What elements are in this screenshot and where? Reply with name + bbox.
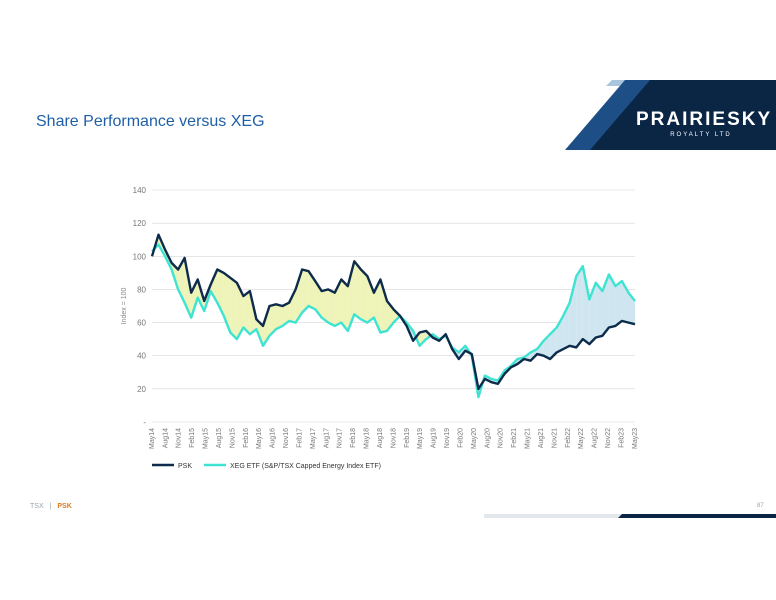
x-tick-label: May15 [203,428,210,449]
x-tick-label: Nov16 [283,428,290,448]
y-tick-label: 20 [137,385,146,394]
footer-exchange: TSX [30,503,44,510]
x-tick-label: Nov18 [390,428,397,448]
x-tick-label: May21 [525,428,532,449]
footer-gray-band [484,514,634,518]
x-tick-label: Nov14 [176,428,183,448]
footer-bar [484,514,776,518]
x-tick-label: May17 [310,428,317,449]
x-tick-label: Aug20 [484,428,491,448]
fill-psk-above [367,276,374,323]
banner-blue-stripe [565,80,650,150]
x-tick-label: May19 [417,428,424,449]
x-tick-label: Feb20 [457,428,464,448]
fill-psk-above [347,261,355,331]
x-tick-label: May16 [256,428,263,449]
y-tick-label: 40 [137,352,146,361]
fill-psk-above [210,269,218,303]
y-tick-label: 60 [137,319,146,328]
fill-xeg-above [615,281,622,326]
x-tick-label: Nov21 [551,428,558,448]
fill-psk-above [328,289,335,326]
fill-xeg-above [608,274,616,328]
fill-psk-above [191,279,198,318]
x-tick-label: Feb17 [296,428,303,448]
fill-xeg-above [576,266,583,348]
x-tick-label: Aug15 [216,428,223,448]
header-banner [565,80,776,150]
footer-separator: | [49,503,52,510]
fill-psk-above [230,277,237,340]
x-tick-label: May18 [364,428,371,449]
fill-psk-above [360,269,368,323]
x-tick-label: Aug18 [377,428,384,448]
fill-psk-above [289,289,296,323]
y-tick-label: 80 [137,285,146,294]
x-tick-label: Feb16 [243,428,250,448]
footer-navy-band [618,514,776,518]
x-tick-label: Aug14 [162,428,169,448]
y-tick-label: 120 [133,219,147,228]
fill-psk-above [380,279,387,333]
fill-psk-above [276,304,283,330]
x-tick-label: Feb23 [618,428,625,448]
x-tick-label: Aug16 [270,428,277,448]
x-tick-label: Aug21 [538,428,545,448]
fill-xeg-above [595,282,603,338]
fill-psk-above [302,269,309,313]
slide-title: Share Performance versus XEG [36,113,265,130]
page-number: 87 [757,503,764,509]
y-tick-label: 100 [133,252,147,261]
fill-psk-above [263,306,270,346]
x-tick-label: May23 [632,428,639,449]
x-tick-label: Aug19 [431,428,438,448]
share-performance-chart: - 20 40 60 80 100 120 140 Index = 100 May14 Aug14 N… [121,186,639,470]
company-logo: PRAIRIESKY ROYALTY LTD [636,109,773,139]
fill-psk-above [243,291,250,335]
legend-label-psk: PSK [178,463,192,470]
x-tick-label: Feb21 [511,428,518,448]
fill-xeg-above [582,266,590,345]
x-tick-label: Feb19 [404,428,411,448]
x-tick-label: Aug17 [323,428,330,448]
fill-psk-above [269,304,276,336]
x-tick-label: May14 [149,428,156,449]
x-tick-label: Nov19 [444,428,451,448]
series-line-psk [150,233,636,391]
y-axis-label: Index = 100 [121,288,128,325]
fill-psk-above [354,261,361,320]
x-tick-label: Feb18 [350,428,357,448]
fill-psk-above [341,279,348,331]
x-tick-label: May22 [578,428,585,449]
fill-xeg-above [550,327,557,359]
fill-xeg-above [569,276,577,348]
x-tick-label: Nov17 [337,428,344,448]
logo-subtitle: ROYALTY LTD [670,132,732,138]
logo-wordmark: PRAIRIESKY [636,109,773,130]
footer-ticker: TSX | PSK [30,503,72,510]
x-tick-label: Feb22 [565,428,572,448]
footer-symbol: PSK [57,503,72,510]
fill-psk-above [236,282,244,340]
x-tick-label: Aug22 [592,428,599,448]
legend-label-xeg: XEG ETF (S&P/TSX Capped Energy Index ETF… [230,463,381,470]
x-tick-label: Nov15 [229,428,236,448]
y-tick-label: 140 [133,186,147,195]
fill-psk-above [295,269,303,323]
fill-psk-above [282,302,290,326]
x-tick-label: Nov20 [498,428,505,448]
x-tick-label: Feb15 [189,428,196,448]
x-tick-label: May20 [471,428,478,449]
x-tick-label: Nov22 [605,428,612,448]
fill-psk-above [321,289,329,323]
y-tick-label: - [143,418,146,427]
series-line-xeg [151,243,636,399]
fill-psk-above [419,330,427,346]
